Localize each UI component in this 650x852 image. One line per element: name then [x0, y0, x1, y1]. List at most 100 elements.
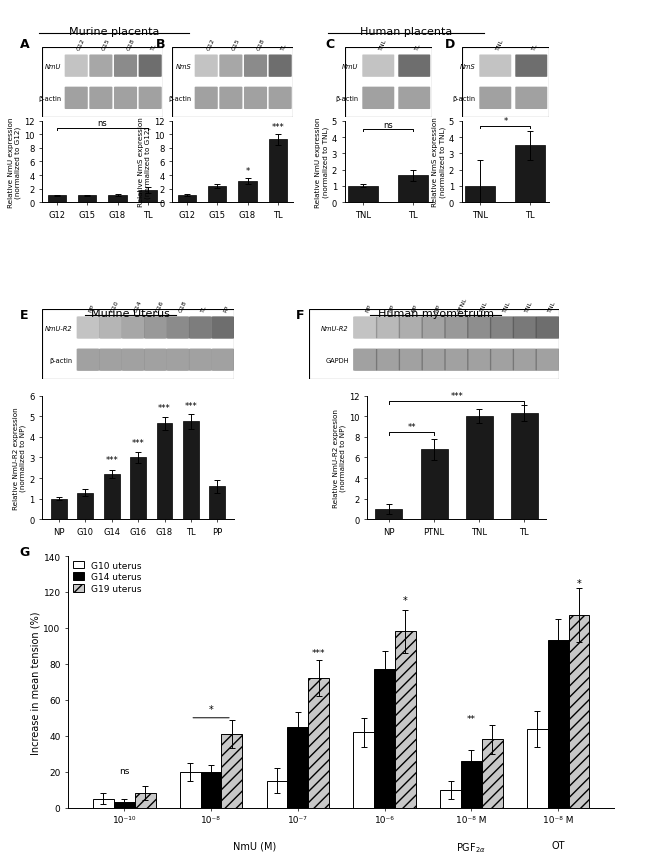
Text: NmU (M): NmU (M): [233, 840, 276, 850]
FancyBboxPatch shape: [64, 55, 88, 78]
FancyBboxPatch shape: [353, 349, 377, 371]
Text: ***: ***: [185, 401, 198, 411]
FancyBboxPatch shape: [194, 55, 218, 78]
FancyBboxPatch shape: [515, 88, 547, 110]
FancyBboxPatch shape: [490, 349, 514, 371]
FancyBboxPatch shape: [114, 55, 137, 78]
Text: ns: ns: [384, 120, 393, 130]
FancyBboxPatch shape: [99, 349, 122, 371]
Text: TNL: TNL: [547, 300, 557, 313]
Text: ns: ns: [119, 767, 129, 775]
FancyBboxPatch shape: [189, 349, 212, 371]
Y-axis label: Relative NmU expression
(normalized to TNL): Relative NmU expression (normalized to T…: [315, 118, 329, 207]
FancyBboxPatch shape: [536, 317, 560, 339]
FancyBboxPatch shape: [138, 88, 162, 110]
FancyBboxPatch shape: [445, 349, 469, 371]
Text: *: *: [246, 167, 250, 176]
FancyBboxPatch shape: [467, 349, 491, 371]
FancyBboxPatch shape: [114, 88, 137, 110]
Bar: [308, 678, 329, 808]
FancyBboxPatch shape: [268, 88, 292, 110]
Bar: [269, 140, 287, 203]
Bar: [109, 196, 127, 203]
Bar: [527, 728, 548, 808]
FancyBboxPatch shape: [244, 55, 267, 78]
Text: G15: G15: [231, 37, 240, 51]
Text: NmU: NmU: [342, 64, 359, 70]
Text: C: C: [325, 38, 334, 51]
Text: TNL: TNL: [502, 300, 512, 313]
Text: *: *: [577, 579, 581, 589]
Bar: [482, 740, 502, 808]
FancyBboxPatch shape: [77, 349, 99, 371]
Legend: G10 uterus, G14 uterus, G19 uterus: G10 uterus, G14 uterus, G19 uterus: [73, 561, 141, 593]
Text: *: *: [209, 705, 213, 714]
Text: PGF$_{2\alpha}$: PGF$_{2\alpha}$: [456, 840, 486, 852]
FancyBboxPatch shape: [122, 317, 144, 339]
Text: TNL: TNL: [479, 300, 489, 313]
FancyBboxPatch shape: [398, 317, 423, 339]
Text: ns: ns: [98, 119, 107, 128]
Bar: [77, 493, 93, 520]
Bar: [139, 191, 157, 203]
FancyBboxPatch shape: [309, 309, 559, 379]
FancyBboxPatch shape: [89, 88, 112, 110]
Text: ***: ***: [312, 648, 326, 657]
Text: ***: ***: [450, 392, 463, 400]
FancyBboxPatch shape: [445, 317, 469, 339]
Text: NmS: NmS: [460, 64, 476, 70]
FancyBboxPatch shape: [513, 349, 537, 371]
Bar: [47, 196, 66, 203]
FancyBboxPatch shape: [376, 349, 400, 371]
FancyBboxPatch shape: [398, 349, 423, 371]
Bar: [51, 499, 67, 520]
Text: G12: G12: [76, 37, 86, 51]
FancyBboxPatch shape: [344, 48, 432, 118]
Bar: [354, 733, 374, 808]
Text: G15: G15: [101, 37, 111, 51]
Text: G18: G18: [125, 37, 135, 51]
Text: G: G: [20, 545, 30, 558]
Text: β-actin: β-actin: [452, 95, 476, 101]
Text: TL: TL: [200, 304, 208, 313]
Text: OT: OT: [551, 840, 565, 850]
Bar: [398, 176, 428, 203]
FancyBboxPatch shape: [515, 55, 547, 78]
Text: B: B: [156, 38, 166, 51]
FancyBboxPatch shape: [64, 88, 88, 110]
Bar: [78, 196, 96, 203]
Text: β-actin: β-actin: [335, 95, 359, 101]
Bar: [375, 509, 402, 520]
Text: G12: G12: [206, 37, 216, 51]
Text: A: A: [20, 38, 29, 51]
FancyBboxPatch shape: [536, 349, 560, 371]
Text: TL: TL: [280, 43, 288, 51]
Text: G16: G16: [155, 299, 165, 313]
Bar: [177, 196, 196, 203]
Bar: [548, 641, 569, 808]
FancyBboxPatch shape: [211, 349, 234, 371]
FancyBboxPatch shape: [194, 88, 218, 110]
Text: G10: G10: [111, 299, 120, 313]
Y-axis label: Relative NmU-R2 expression
(normalized to NP): Relative NmU-R2 expression (normalized t…: [13, 406, 27, 509]
FancyBboxPatch shape: [42, 309, 234, 379]
FancyBboxPatch shape: [89, 55, 112, 78]
FancyBboxPatch shape: [189, 317, 212, 339]
FancyBboxPatch shape: [376, 317, 400, 339]
Text: NmU-R2: NmU-R2: [46, 325, 73, 331]
Y-axis label: Relative NmS expression
(normalized to G12): Relative NmS expression (normalized to G…: [138, 118, 151, 207]
Bar: [157, 424, 172, 520]
Text: β-actin: β-actin: [38, 95, 62, 101]
FancyBboxPatch shape: [362, 88, 395, 110]
Bar: [515, 147, 545, 203]
Text: NP: NP: [411, 303, 419, 313]
Bar: [440, 790, 461, 808]
Text: β-actin: β-actin: [168, 95, 192, 101]
Bar: [421, 450, 448, 520]
FancyBboxPatch shape: [479, 88, 512, 110]
Bar: [569, 616, 590, 808]
Text: G18: G18: [178, 299, 188, 313]
Text: TL: TL: [531, 43, 539, 51]
Text: PTNL: PTNL: [456, 296, 467, 313]
Y-axis label: Relative NmU-R2 expresion
(normalized to NP): Relative NmU-R2 expresion (normalized to…: [333, 409, 346, 507]
